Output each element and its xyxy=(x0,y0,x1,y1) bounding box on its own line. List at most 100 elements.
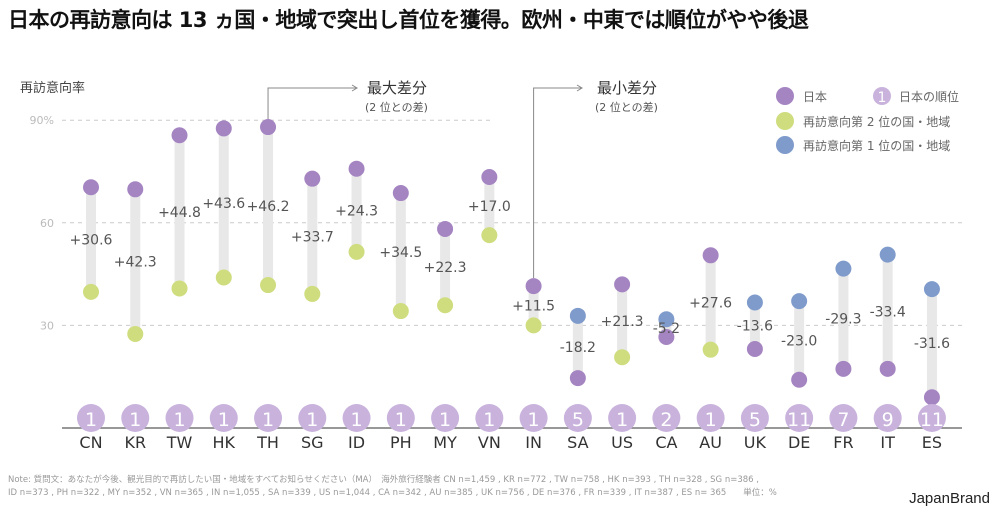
legend-first-label: 再訪意向第 1 位の国・地域 xyxy=(803,138,950,153)
legend-rank-sample: 1 xyxy=(878,90,887,106)
second-place-point xyxy=(348,243,365,260)
japan-point xyxy=(746,340,763,357)
japan-rank-value: 11 xyxy=(787,409,811,431)
difference-label: -13.6 xyxy=(737,319,773,335)
x-tick-label: UK xyxy=(744,433,767,452)
x-tick-label: IN xyxy=(525,433,542,452)
first-place-point xyxy=(746,294,763,311)
second-place-point xyxy=(702,341,719,358)
annotation-sublabel: (2 位との差) xyxy=(365,100,428,114)
legend-japan-swatch xyxy=(776,87,794,105)
japan-rank-badge xyxy=(608,404,637,432)
japan-point xyxy=(481,168,498,185)
arrow-icon xyxy=(351,84,358,92)
japan-point xyxy=(127,181,144,198)
difference-label: +11.5 xyxy=(512,299,555,315)
japan-rank-value: 1 xyxy=(439,409,451,431)
second-place-point xyxy=(215,269,232,286)
y-tick-label: 30 xyxy=(40,319,54,332)
x-tick-label: TH xyxy=(256,433,279,452)
x-tick-label: KR xyxy=(124,433,146,452)
japan-point xyxy=(923,389,940,406)
x-tick-label: MY xyxy=(433,433,457,452)
x-tick-label: PH xyxy=(390,433,412,452)
japan-point xyxy=(614,276,631,293)
footnote-line-2: ID n=373 , PH n=322 , MY n=352 , VN n=36… xyxy=(8,488,777,498)
second-place-point xyxy=(171,280,188,297)
annotation-label: 最大差分 xyxy=(367,79,427,97)
x-tick-label: IT xyxy=(880,433,895,452)
first-place-point xyxy=(791,293,808,310)
x-tick-label: ES xyxy=(922,433,942,452)
difference-label: -5.2 xyxy=(653,321,680,337)
difference-label: +42.3 xyxy=(114,255,157,271)
japan-point xyxy=(348,160,365,177)
japan-point xyxy=(569,370,586,387)
japan-point xyxy=(171,127,188,144)
x-tick-label: SA xyxy=(567,433,588,452)
second-place-point xyxy=(127,325,144,342)
y-tick-label: 90% xyxy=(30,114,54,127)
first-place-point xyxy=(923,281,940,298)
x-tick-label: DE xyxy=(788,433,810,452)
japan-rank-badge xyxy=(77,404,105,432)
japan-rank-badge xyxy=(519,404,548,432)
japan-rank-badge xyxy=(342,404,371,432)
japan-rank-badge xyxy=(873,404,902,432)
x-tick-label: ID xyxy=(348,433,365,452)
x-tick-label: US xyxy=(611,433,633,452)
x-tick-label: CA xyxy=(655,433,677,452)
japan-point xyxy=(437,220,454,237)
y-tick-label: 60 xyxy=(40,217,54,230)
footnote-line-1: Note: 質問文：あなたが今後、観光目的で再訪したい国・地域をすべてお知らせく… xyxy=(8,475,759,485)
difference-label: +44.8 xyxy=(158,205,201,221)
legend-second-label: 再訪意向第 2 位の国・地域 xyxy=(803,114,950,129)
difference-label: -23.0 xyxy=(781,333,817,349)
japan-point xyxy=(215,120,232,137)
japan-rank-badge xyxy=(254,404,283,432)
japan-point xyxy=(879,360,896,377)
first-place-point xyxy=(835,260,852,277)
japan-rank-badge xyxy=(209,404,238,432)
x-tick-label: TW xyxy=(166,433,193,452)
difference-label: +33.7 xyxy=(291,229,334,245)
x-tick-label: AU xyxy=(699,433,722,452)
japan-rank-value: 2 xyxy=(660,409,672,431)
first-place-point xyxy=(879,246,896,263)
annotation-label: 最小差分 xyxy=(597,79,657,97)
legend-first-swatch xyxy=(776,136,794,154)
japan-point xyxy=(791,371,808,388)
difference-label: +43.6 xyxy=(202,196,245,212)
chart-title: 日本の再訪意向は 13 ヵ国・地域で突出し首位を獲得。欧州・中東では順位がやや後… xyxy=(8,8,809,32)
japan-rank-value: 5 xyxy=(572,409,584,431)
japan-rank-badge xyxy=(563,404,592,432)
x-tick-label: SG xyxy=(301,433,324,452)
annotation-leader-line xyxy=(267,87,357,120)
first-place-point xyxy=(658,311,675,328)
japan-rank-value: 7 xyxy=(837,409,849,431)
annotation-sublabel: (2 位との差) xyxy=(595,100,658,114)
japan-rank-value: 9 xyxy=(882,409,894,431)
japan-rank-value: 1 xyxy=(616,409,628,431)
japan-rank-value: 1 xyxy=(483,409,495,431)
japan-rank-badge xyxy=(298,404,327,432)
japan-rank-badge xyxy=(121,404,150,432)
annotation-leader-line xyxy=(533,87,582,279)
legend-rank-swatch xyxy=(873,87,891,105)
footnote: Note: 質問文：あなたが今後、観光目的で再訪したい国・地域をすべてお知らせく… xyxy=(8,474,777,500)
japan-rank-value: 11 xyxy=(920,409,944,431)
japan-rank-value: 1 xyxy=(705,409,717,431)
japan-rank-badge xyxy=(165,404,194,432)
japan-point xyxy=(392,185,409,202)
arrow-icon xyxy=(576,84,583,92)
japan-rank-badge xyxy=(431,404,460,432)
japan-rank-badge xyxy=(829,404,858,432)
japan-point xyxy=(658,329,675,346)
second-place-point xyxy=(260,277,277,294)
japan-rank-value: 1 xyxy=(218,409,230,431)
japan-rank-value: 1 xyxy=(395,409,407,431)
difference-label: +22.3 xyxy=(424,260,467,276)
second-place-point xyxy=(83,283,99,300)
difference-label: -33.4 xyxy=(870,305,906,321)
